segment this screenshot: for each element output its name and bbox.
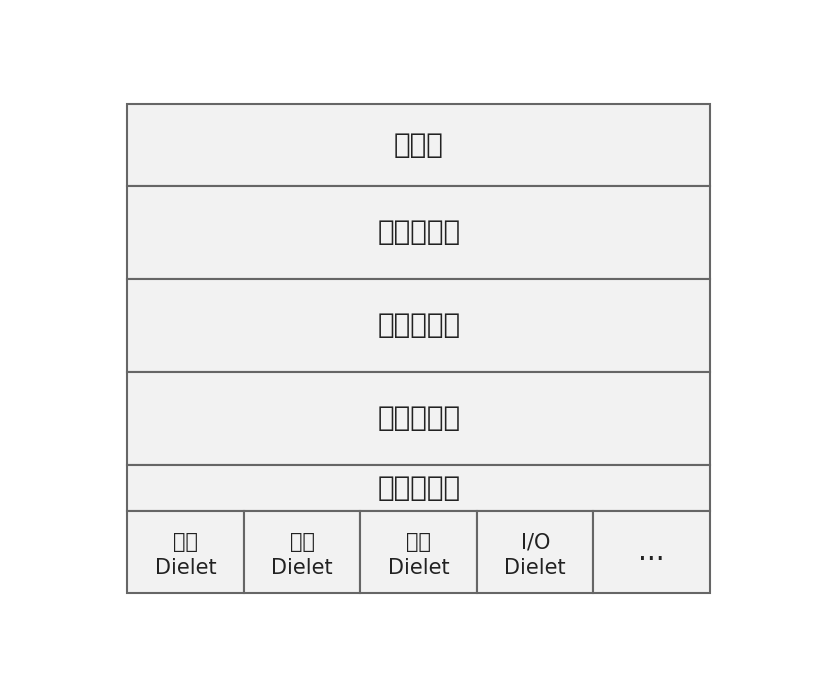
Text: 互连: 互连: [406, 533, 431, 552]
Text: Dielet: Dielet: [504, 558, 566, 578]
Text: 业务感知层: 业务感知层: [377, 218, 460, 246]
Text: Dielet: Dielet: [155, 558, 217, 578]
Bar: [244, 511, 360, 593]
Bar: [360, 511, 477, 593]
Bar: [593, 511, 710, 593]
Bar: [127, 372, 710, 465]
Text: Dielet: Dielet: [388, 558, 449, 578]
Text: 硬件资源层: 硬件资源层: [377, 474, 460, 502]
Text: 资源感知层: 资源感知层: [377, 404, 460, 432]
Text: 存储: 存储: [290, 533, 315, 552]
Bar: [127, 465, 710, 511]
Bar: [127, 279, 710, 372]
Text: 认知决策层: 认知决策层: [377, 311, 460, 339]
Bar: [477, 511, 593, 593]
Text: 应用层: 应用层: [394, 131, 444, 159]
Text: ...: ...: [638, 538, 665, 566]
Bar: [127, 104, 710, 186]
Bar: [127, 511, 244, 593]
Text: 计算: 计算: [173, 533, 199, 552]
Text: Dielet: Dielet: [271, 558, 333, 578]
Text: I/O: I/O: [520, 533, 550, 552]
Bar: [127, 186, 710, 279]
